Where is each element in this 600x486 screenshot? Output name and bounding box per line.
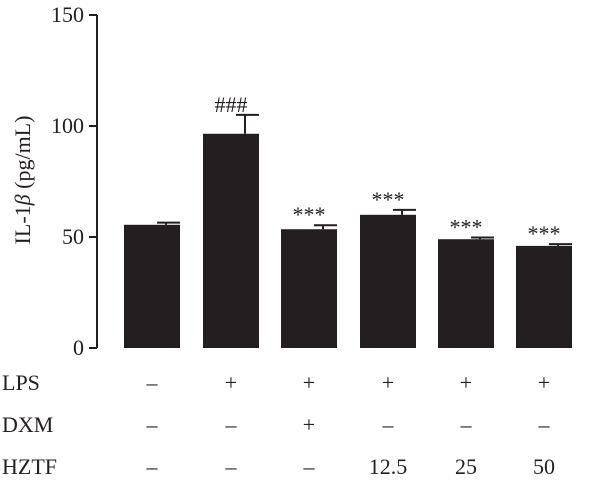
bars: ### *** *** *** *** xyxy=(124,92,572,348)
condition-name: LPS xyxy=(2,370,40,395)
bar xyxy=(438,239,494,348)
condition-value: 25 xyxy=(455,454,477,479)
bar xyxy=(516,245,572,348)
bar xyxy=(124,224,180,348)
condition-value: + xyxy=(538,370,550,395)
condition-value: – xyxy=(460,412,473,437)
condition-value: + xyxy=(225,370,237,395)
condition-value: – xyxy=(225,454,238,479)
condition-table: LPS – + + + + + DXM – – + – – – HZTF – – – 12.5 25 50 xyxy=(2,370,555,479)
y-tick-label: 50 xyxy=(62,224,84,249)
condition-name: DXM xyxy=(2,412,53,437)
condition-value: – xyxy=(538,412,551,437)
condition-value: – xyxy=(146,370,159,395)
condition-value: + xyxy=(303,412,315,437)
condition-value: – xyxy=(225,412,238,437)
condition-value: – xyxy=(146,454,159,479)
condition-value: – xyxy=(146,412,159,437)
condition-value: – xyxy=(303,454,316,479)
condition-value: + xyxy=(460,370,472,395)
condition-value: – xyxy=(382,412,395,437)
significance-label: *** xyxy=(450,214,483,239)
y-axis: 0 50 100 150 xyxy=(51,2,98,360)
y-tick-label: 100 xyxy=(51,113,84,138)
condition-value: 12.5 xyxy=(369,454,408,479)
bar xyxy=(281,229,337,348)
significance-label: *** xyxy=(372,187,405,212)
y-axis-title: IL-1β (pg/mL) xyxy=(10,116,35,245)
condition-value: + xyxy=(303,370,315,395)
y-tick-label: 0 xyxy=(73,335,84,360)
y-axis-label: IL-1β (pg/mL) xyxy=(10,116,35,245)
condition-name: HZTF xyxy=(2,454,57,479)
condition-value: + xyxy=(382,370,394,395)
bar xyxy=(203,133,259,348)
y-tick-label: 150 xyxy=(51,2,84,27)
bar xyxy=(360,214,416,348)
significance-label: *** xyxy=(293,202,326,227)
condition-value: 50 xyxy=(533,454,555,479)
significance-label: *** xyxy=(528,221,561,246)
significance-label: ### xyxy=(215,92,248,117)
